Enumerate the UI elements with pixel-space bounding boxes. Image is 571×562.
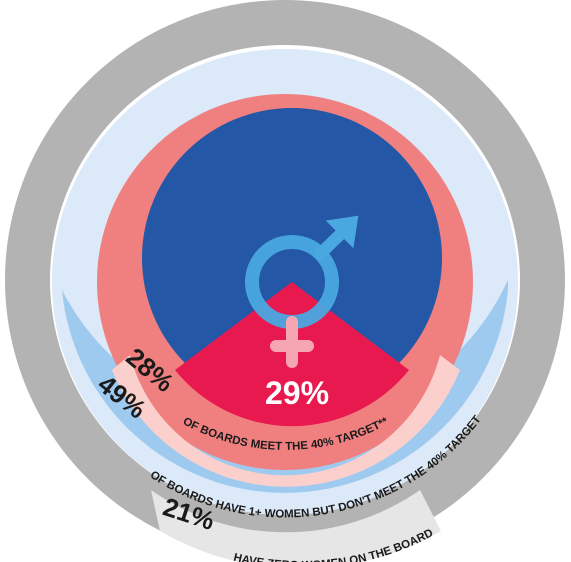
female-pct-label: 29% xyxy=(265,375,329,411)
male-share xyxy=(142,108,442,408)
band-meet-target xyxy=(112,355,460,487)
male-female-symbol-icon xyxy=(245,215,359,368)
band-zero-women xyxy=(151,490,441,562)
